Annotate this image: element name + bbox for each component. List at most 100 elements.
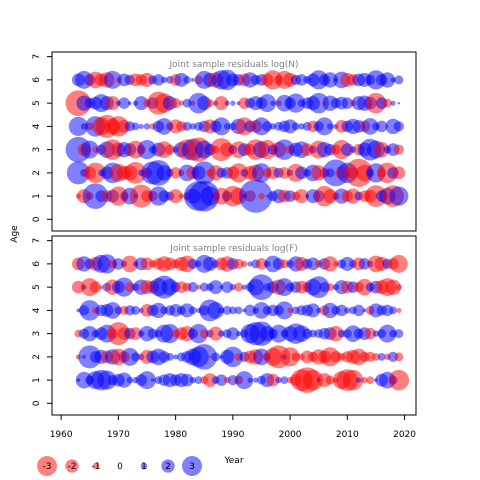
residual-bubble	[223, 123, 231, 130]
residual-bubble	[188, 324, 209, 344]
residual-bubble	[325, 375, 335, 385]
panel-frame	[51, 51, 417, 232]
residual-bubble	[294, 189, 309, 204]
residual-bubble	[164, 144, 176, 155]
panel-title: Joint sample residuals log(N)	[168, 60, 298, 70]
residual-bubble	[328, 325, 344, 342]
residual-bubble	[247, 261, 253, 267]
residual-bubble	[236, 331, 242, 337]
residual-bubble	[124, 162, 147, 184]
residual-bubble	[178, 193, 184, 199]
residual-bubble	[275, 278, 294, 297]
residual-bubble	[373, 141, 390, 158]
residual-bubble	[208, 326, 223, 341]
residual-bubble	[180, 303, 195, 318]
residual-bubble	[262, 121, 273, 132]
residual-bubble	[392, 166, 406, 180]
residual-bubble	[124, 121, 135, 132]
residual-bubble	[340, 256, 355, 271]
residual-bubble	[393, 121, 404, 132]
residual-bubble	[306, 257, 320, 271]
residual-bubble	[202, 256, 218, 271]
residual-bubble	[358, 258, 371, 270]
legend: -3 -2 -1 0 1 2 3	[37, 456, 202, 476]
residual-bubble	[207, 302, 225, 319]
residual-bubble	[356, 377, 362, 383]
panel-title: Joint sample residuals log(F)	[169, 244, 297, 254]
residual-bubble	[195, 284, 202, 290]
residual-bubble	[150, 302, 167, 319]
x-tick-label: 1960	[50, 430, 73, 440]
residual-bubble	[308, 92, 329, 114]
residual-bubble	[166, 353, 174, 361]
x-tick-label: 2020	[393, 430, 416, 440]
residual-bubble	[234, 282, 244, 292]
residual-bubble	[397, 101, 401, 105]
residual-bubble	[389, 306, 397, 315]
residual-bubble	[174, 72, 189, 87]
residual-bubble	[202, 373, 218, 388]
residual-bubble	[103, 70, 122, 89]
residual-bubble	[131, 122, 140, 131]
residual-bubble	[364, 327, 376, 340]
legend-bubble	[37, 456, 57, 476]
residual-bubble	[253, 377, 259, 383]
residual-bubble	[126, 376, 134, 384]
residual-bubble	[178, 100, 184, 106]
residual-bubble	[140, 257, 154, 271]
residual-bubble	[305, 303, 321, 318]
residual-bubble	[208, 280, 223, 295]
residual-bubble	[286, 93, 306, 113]
x-tick-label: 1990	[221, 430, 244, 440]
residual-bubble	[197, 96, 212, 111]
residual-bubble	[85, 162, 106, 184]
residual-bubble	[244, 304, 256, 317]
residual-bubble	[168, 189, 183, 204]
residual-bubble	[189, 376, 196, 384]
y-axis-label: Age	[10, 225, 20, 243]
residual-bubble	[335, 304, 348, 317]
residual-bubble	[381, 304, 394, 317]
residual-bubble	[362, 308, 367, 313]
residual-bubble	[396, 307, 402, 313]
x-tick-label: 1970	[107, 430, 130, 440]
residual-bubble	[199, 282, 209, 292]
residual-bubble	[295, 166, 308, 180]
x-axis-label: Year	[223, 456, 243, 466]
y-tick-label: 3	[32, 147, 42, 153]
residual-bubble	[80, 140, 99, 159]
residual-bubble	[152, 74, 165, 86]
residual-bubble	[302, 369, 324, 391]
residual-bubble	[226, 327, 240, 341]
y-tick-label: 3	[32, 331, 42, 337]
residual-bubble	[265, 194, 269, 198]
residual-bubble	[394, 329, 404, 339]
legend-label: -3	[43, 462, 52, 472]
residual-bubble	[215, 374, 228, 386]
residual-bubble	[147, 328, 158, 339]
residual-bubble	[280, 347, 300, 367]
residual-bubble	[390, 100, 396, 106]
residual-bubble	[330, 351, 342, 363]
residual-bubble	[97, 254, 117, 274]
residual-bubble	[206, 99, 214, 107]
residual-bubble	[212, 117, 231, 136]
residual-bubble	[134, 96, 149, 111]
residual-bubble	[283, 119, 298, 134]
residual-bubble	[340, 143, 354, 157]
residual-bubble	[150, 378, 155, 383]
y-tick-label: 0	[32, 400, 42, 406]
residual-bubble	[187, 282, 198, 293]
residual-bubble	[251, 163, 272, 183]
y-tick-label: 4	[32, 123, 42, 129]
legend-bubble	[140, 462, 148, 470]
residual-bubble	[239, 179, 273, 213]
residual-bubble	[121, 255, 139, 273]
residual-bubble	[353, 304, 365, 317]
residual-bubble	[187, 258, 198, 270]
residual-bubble	[116, 372, 132, 388]
residual-bubble	[394, 75, 404, 85]
residual-bubble	[192, 161, 216, 185]
residual-bubble	[390, 77, 396, 83]
residual-bubble	[291, 122, 300, 131]
